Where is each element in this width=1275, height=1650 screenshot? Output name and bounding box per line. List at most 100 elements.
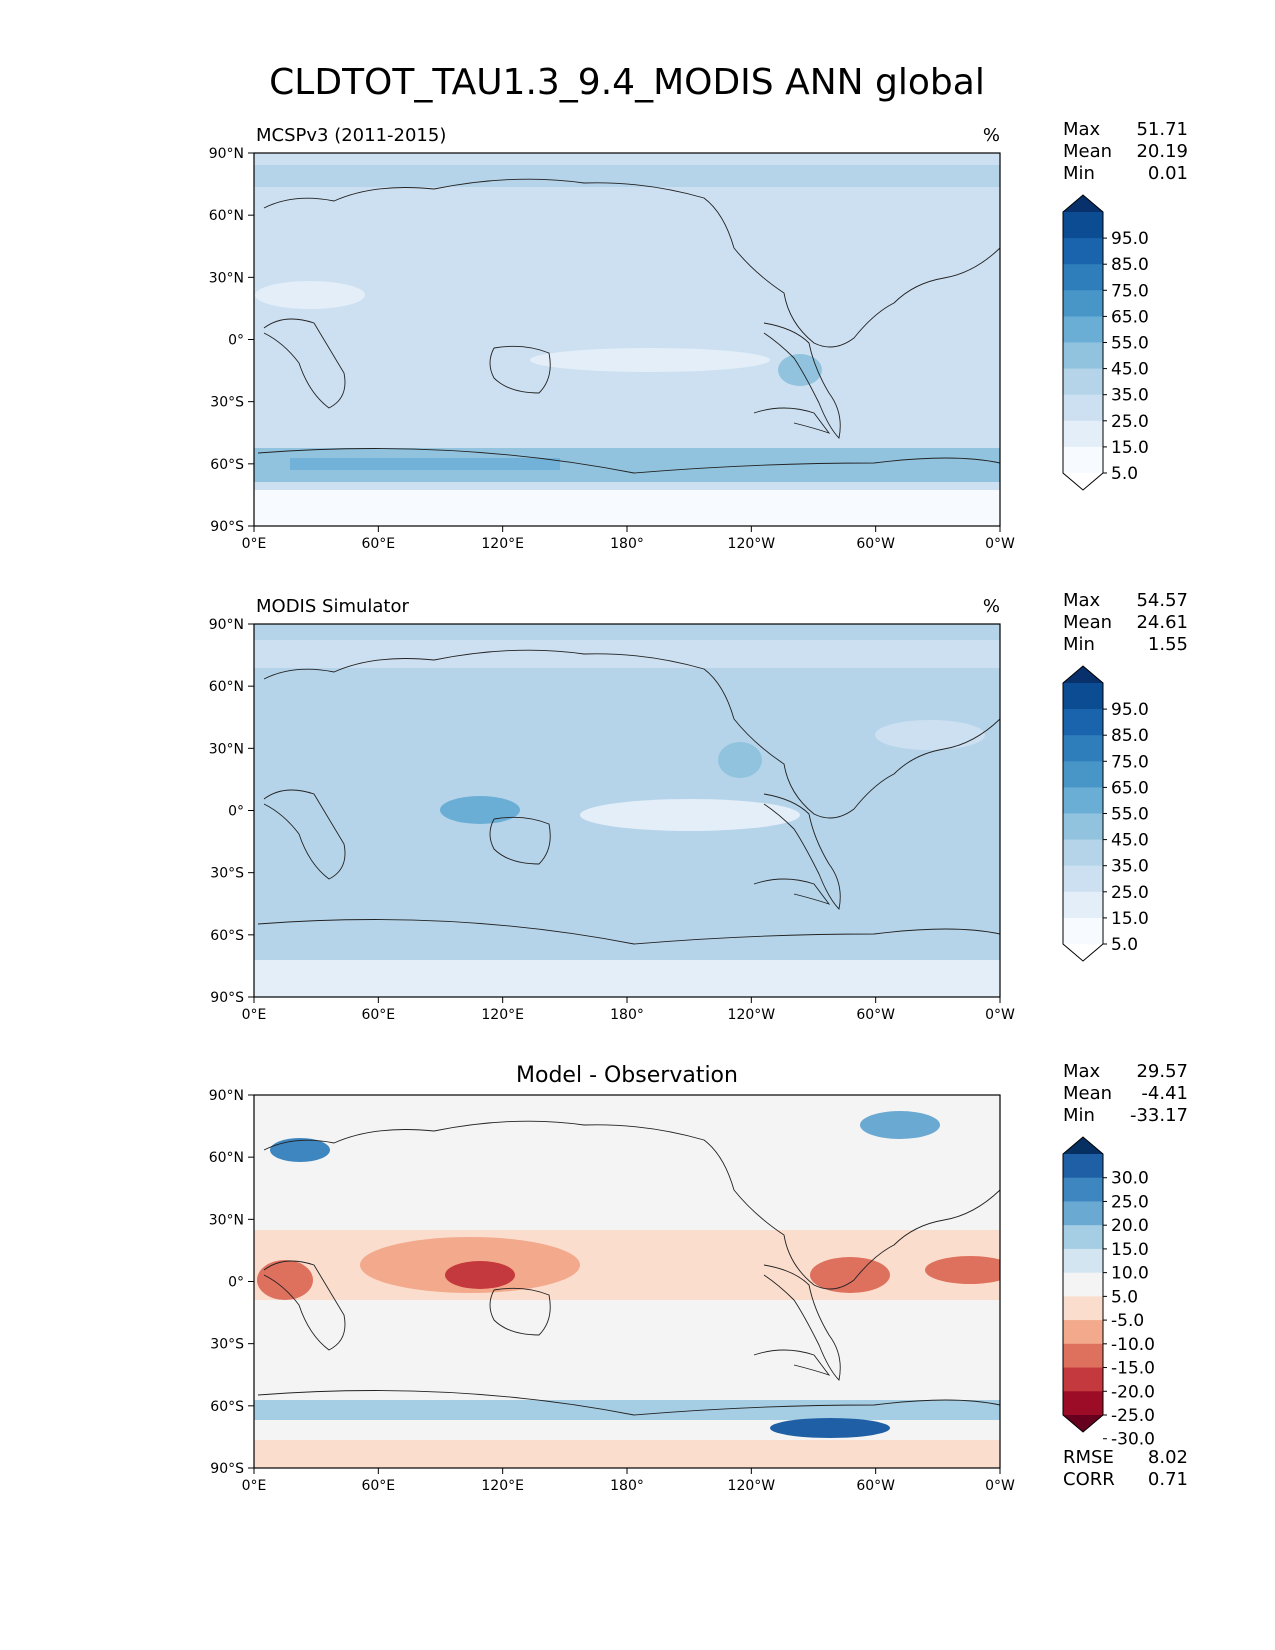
colorbar-label: 75.0 <box>1111 281 1149 301</box>
colorbar-label: 45.0 <box>1111 360 1149 380</box>
colorbar-segment <box>1063 891 1103 919</box>
panel-obs: MCSPv3 (2011-2015) % 90°N 60°N 30°N 0° 30°S 6… <box>209 119 1188 552</box>
colorbar-segment <box>1063 212 1103 239</box>
map-diff-maritime-core <box>445 1261 515 1289</box>
lon-ticks-diff: 0°E 60°E 120°E 180° 120°W 60°W 0°W <box>242 1468 1015 1494</box>
colorbar-label: -15.0 <box>1111 1359 1155 1379</box>
stats-model: Max 54.57 Mean 24.61 Min 1.55 <box>1063 590 1188 655</box>
colorbar-segment <box>1063 316 1103 343</box>
stat-label-min: Min <box>1063 634 1095 655</box>
colorbar-segment <box>1063 1225 1103 1250</box>
colorbar-label: -30.0 <box>1111 1430 1155 1450</box>
colorbar-segment <box>1063 1391 1103 1416</box>
colorbar-segment <box>1063 1154 1103 1179</box>
map-model-clear-pacific <box>580 799 800 831</box>
lat-tick-label: 30°N <box>209 1212 244 1228</box>
map-diff-antarctica <box>254 1440 1000 1468</box>
lat-tick-label: 90°N <box>209 146 244 162</box>
colorbar-label: 5.0 <box>1111 1287 1138 1307</box>
colorbar-extend-min <box>1063 1415 1103 1432</box>
stat-label-rmse: RMSE <box>1063 1447 1114 1468</box>
lon-tick-label: 120°W <box>728 1007 776 1023</box>
colorbar-extend-max <box>1063 666 1103 683</box>
map-diff-siberia <box>270 1138 330 1162</box>
extra-stats-diff: RMSE 8.02 CORR 0.71 <box>1063 1447 1188 1490</box>
lat-tick-label: 90°N <box>209 617 244 633</box>
lat-tick-label: 90°N <box>209 1088 244 1104</box>
stat-label-mean: Mean <box>1063 141 1112 162</box>
colorbar-label: 85.0 <box>1111 255 1149 275</box>
colorbar-diff: 30.0 25.0 20.0 15.0 10.0 5.0 -5.0 -10.0 -15.0 -20… <box>1062 1136 1155 1450</box>
lat-tick-label: 30°S <box>210 866 244 882</box>
colorbar-segment <box>1063 761 1103 788</box>
lon-tick-label: 60°E <box>361 536 395 552</box>
lon-tick-label: 0°W <box>985 1478 1015 1494</box>
lat-tick-label: 30°S <box>210 1337 244 1353</box>
colorbar-label: 95.0 <box>1111 700 1149 720</box>
lat-tick-label: 60°S <box>210 457 244 473</box>
colorbar-segment <box>1063 735 1103 762</box>
stat-value-min: 0.01 <box>1148 163 1188 184</box>
panel-obs-units: % <box>983 125 1000 146</box>
stat-value-mean: -4.41 <box>1141 1083 1188 1104</box>
lat-tick-label: 30°S <box>210 395 244 411</box>
lon-tick-label: 120°E <box>481 536 524 552</box>
stats-obs: Max 51.71 Mean 20.19 Min 0.01 <box>1063 119 1188 184</box>
stat-label-corr: CORR <box>1063 1469 1115 1490</box>
lon-tick-label: 120°E <box>481 1007 524 1023</box>
map-model-upper-band <box>254 640 1000 668</box>
colorbar-label: -25.0 <box>1111 1406 1155 1426</box>
colorbar-segment <box>1063 290 1103 317</box>
colorbar-label: 75.0 <box>1111 752 1149 772</box>
colorbar-segment <box>1063 839 1103 867</box>
panel-diff: Model - Observation 90°N 60°N 30°N 0° 30°S 60… <box>209 1061 1188 1494</box>
lon-tick-label: 120°E <box>481 1478 524 1494</box>
stat-value-mean: 20.19 <box>1136 141 1188 162</box>
colorbar-label: 25.0 <box>1111 883 1149 903</box>
stat-value-min: -33.17 <box>1130 1105 1188 1126</box>
colorbar-label: 85.0 <box>1111 726 1149 746</box>
colorbar-segment <box>1063 394 1103 422</box>
lon-tick-label: 0°W <box>985 1007 1015 1023</box>
map-model-n-pacific <box>718 742 762 778</box>
stats-diff: Max 29.57 Mean -4.41 Min -33.17 <box>1063 1061 1188 1126</box>
colorbar-segment <box>1063 1343 1103 1369</box>
lon-tick-label: 120°W <box>728 536 776 552</box>
colorbar-extend-max <box>1063 195 1103 212</box>
map-obs-arctic-band <box>254 165 1000 187</box>
lat-tick-label: 0° <box>228 1275 244 1291</box>
lat-ticks-model: 90°N 60°N 30°N 0° 30°S 60°S 90°S <box>209 617 254 1006</box>
colorbar-segment <box>1063 446 1103 474</box>
coastlines-obs <box>257 178 1001 474</box>
colorbar-segment <box>1063 709 1103 736</box>
stat-value-max: 29.57 <box>1136 1061 1188 1082</box>
colorbar-extend-min <box>1063 473 1103 490</box>
map-obs-antarctica <box>254 490 1000 526</box>
stat-value-corr: 0.71 <box>1148 1469 1188 1490</box>
lon-tick-label: 60°E <box>361 1007 395 1023</box>
stat-value-min: 1.55 <box>1148 634 1188 655</box>
colorbar-segment <box>1063 1272 1103 1297</box>
panel-model: MODIS Simulator % 90°N 60°N 30°N 0° 30°S 60°S… <box>209 590 1188 1023</box>
lon-tick-label: 180° <box>610 536 644 552</box>
map-model-clear-atlantic <box>875 720 985 750</box>
lon-tick-label: 60°W <box>856 1007 895 1023</box>
lon-tick-label: 60°E <box>361 1478 395 1494</box>
map-model-antarctica <box>254 960 1000 997</box>
lon-tick-label: 0°W <box>985 536 1015 552</box>
stat-value-max: 51.71 <box>1136 119 1188 140</box>
stat-label-mean: Mean <box>1063 612 1112 633</box>
lon-ticks-model: 0°E 60°E 120°E 180° 120°W 60°W 0°W <box>242 997 1015 1023</box>
colorbar-label: 65.0 <box>1111 307 1149 327</box>
lon-tick-label: 120°W <box>728 1478 776 1494</box>
stat-label-mean: Mean <box>1063 1083 1112 1104</box>
colorbar-segment <box>1063 813 1103 841</box>
lat-tick-label: 90°S <box>210 519 244 535</box>
stat-label-max: Max <box>1063 1061 1101 1082</box>
map-diff-atlantic <box>925 1256 1000 1284</box>
map-obs-storm-core <box>290 458 560 470</box>
lon-tick-label: 60°W <box>856 536 895 552</box>
map-obs-clear-trade-n <box>255 281 365 309</box>
colorbar-label: 5.0 <box>1111 464 1138 484</box>
